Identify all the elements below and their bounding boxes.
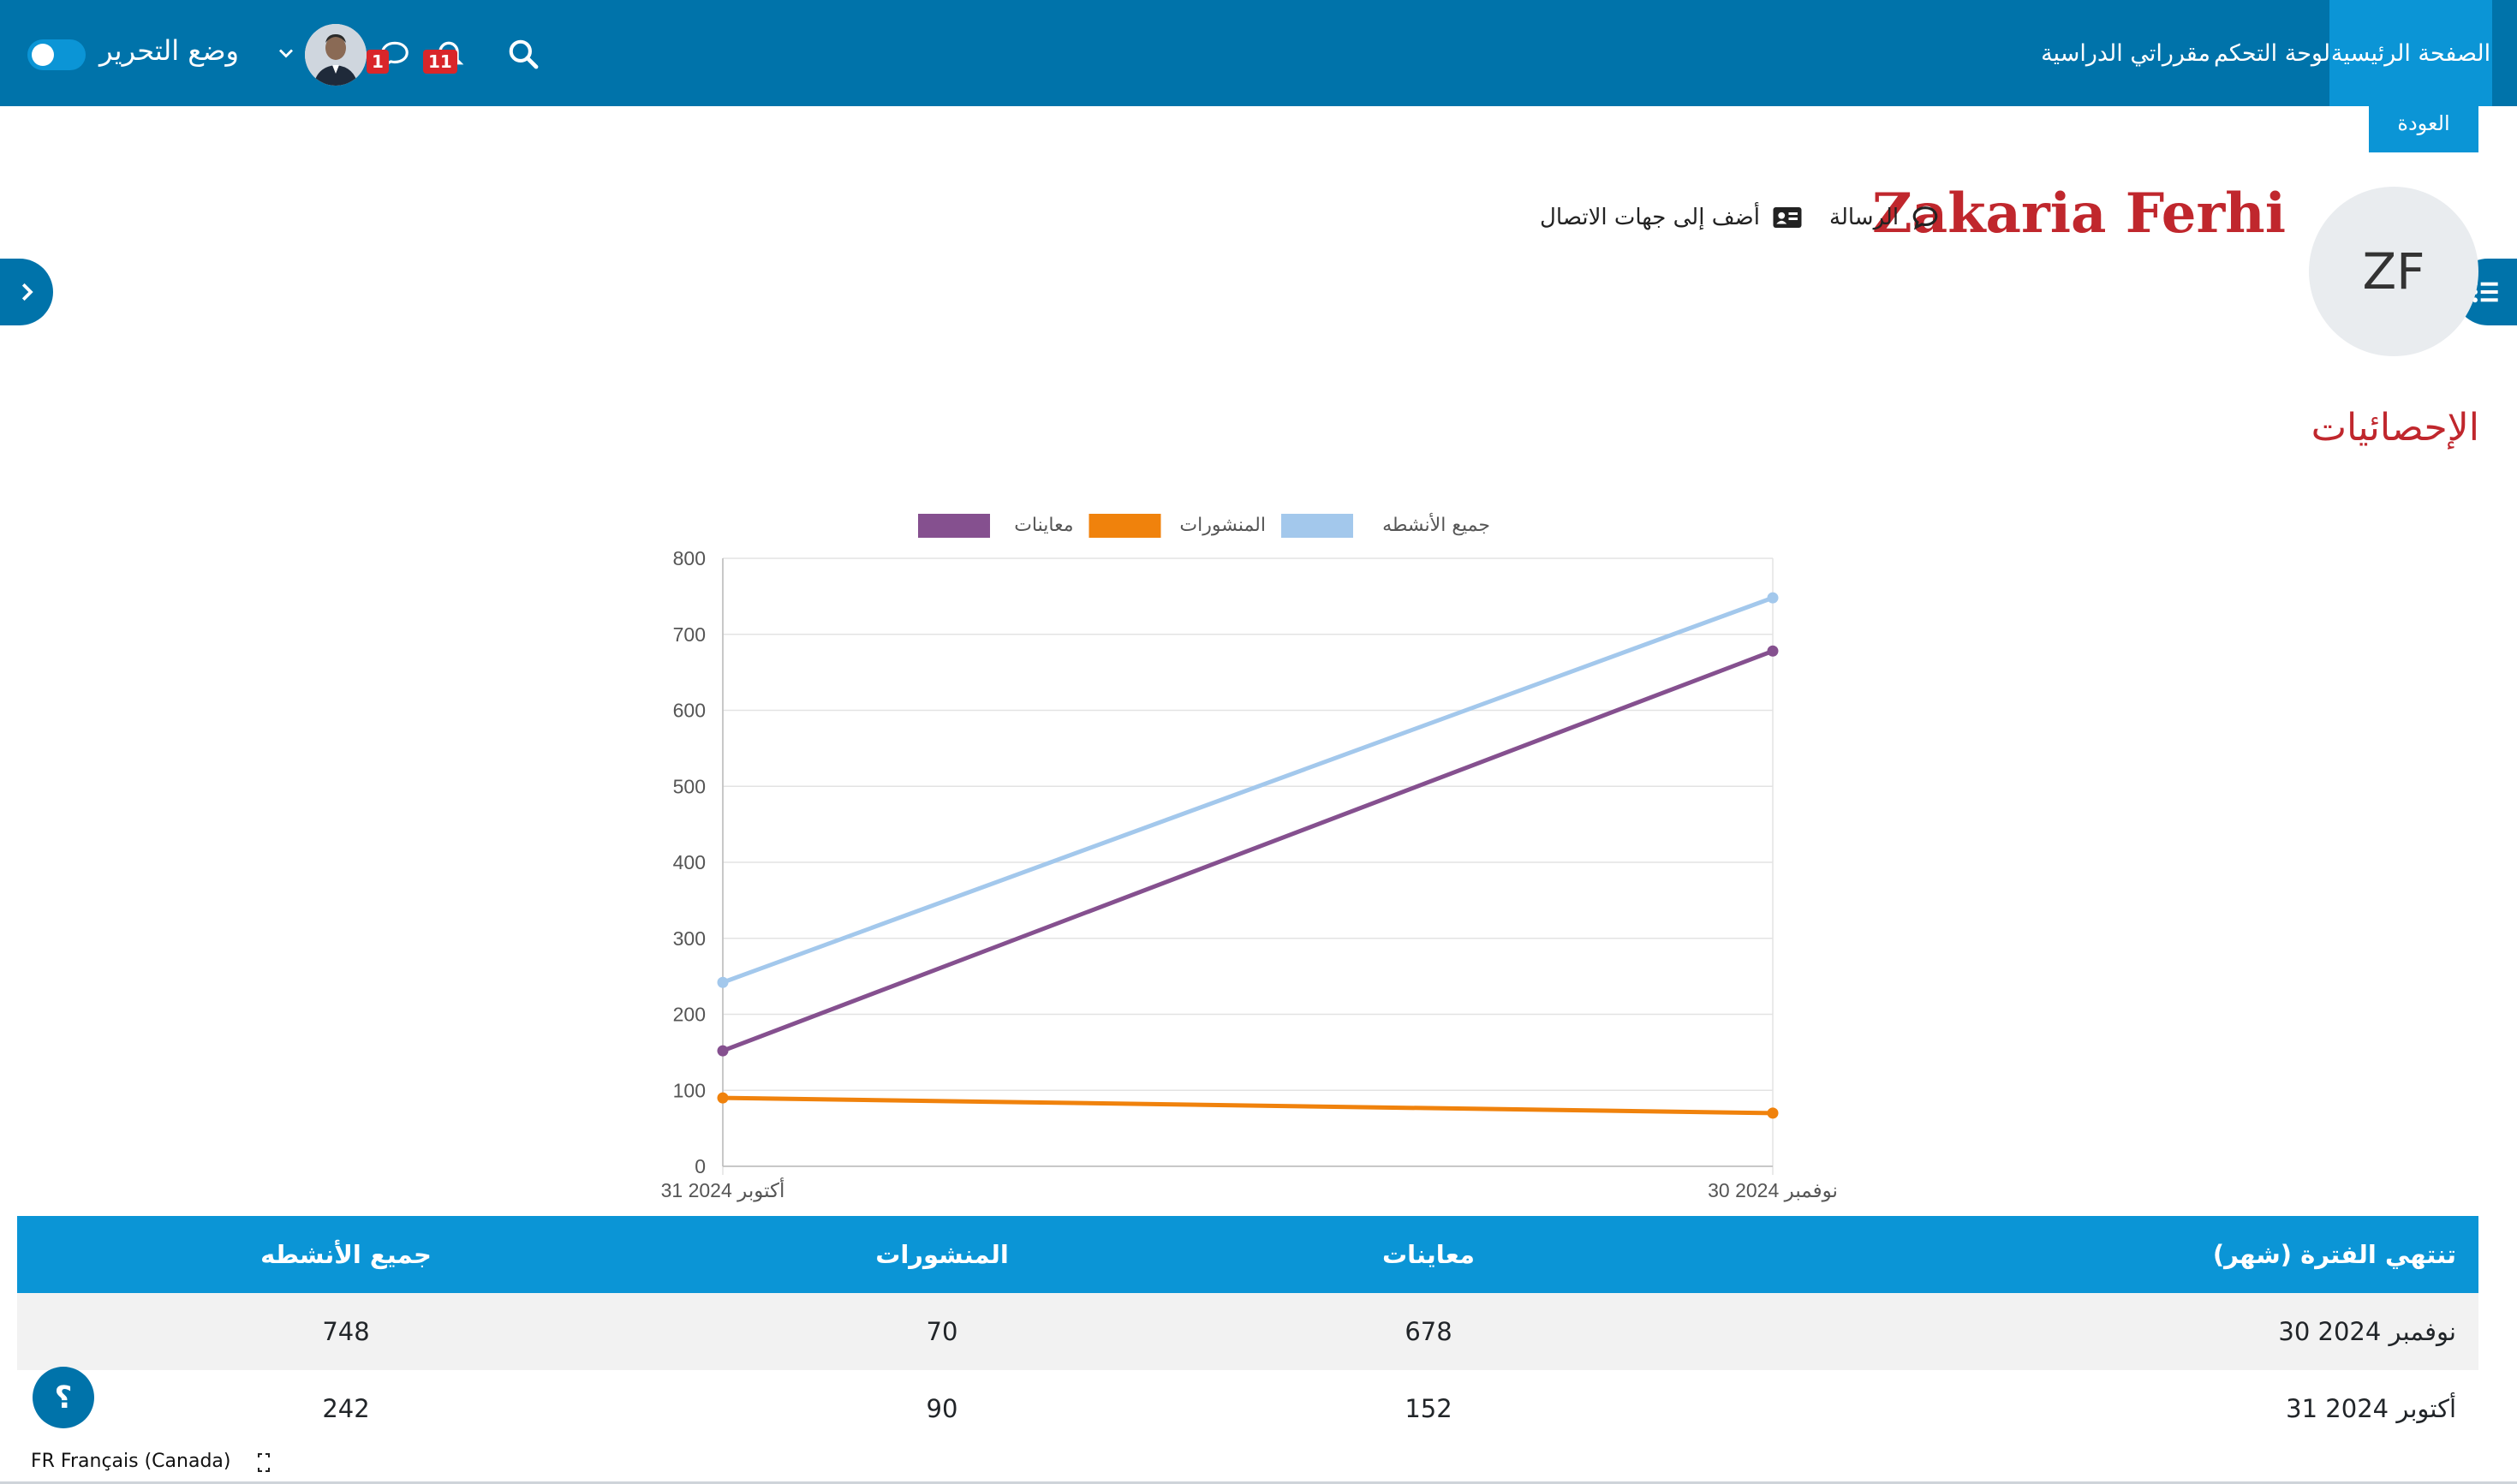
y-tick-label: 600 — [673, 700, 706, 722]
cell-views: 152 — [1405, 1394, 1452, 1423]
nav-dashboard[interactable]: لوحة التحكم — [2213, 39, 2331, 67]
notifications-badge: 11 — [423, 50, 457, 74]
y-tick-label: 500 — [673, 775, 706, 797]
cell-posts: 70 — [926, 1317, 958, 1346]
table-row: 30 نوفمبر 2024 678 70 748 — [17, 1293, 2478, 1370]
y-tick-label: 200 — [673, 1004, 706, 1026]
search-icon[interactable] — [507, 38, 540, 70]
series-line — [722, 1095, 1774, 1116]
messages-badge: 1 — [367, 50, 389, 74]
y-tick-label: 400 — [673, 851, 706, 873]
message-label: الرسالة — [1829, 205, 1900, 230]
x-tick-label: 31 أكتوبر 2024 — [661, 1177, 785, 1202]
language-selector[interactable]: FR Français (Canada) — [31, 1451, 231, 1472]
legend-label: معاينات — [1014, 515, 1073, 536]
statistics-table: تنتهي الفترة (شهر) معاينات المنشورات جمي… — [17, 1216, 2478, 1447]
activity-line-chart: 0 100 200 300 400 500 600 700 800 31 أكتوبر 2024 3… — [661, 513, 1838, 1202]
table-header-row: تنتهي الفترة (شهر) معاينات المنشورات جمي… — [17, 1216, 2478, 1293]
chevron-down-icon[interactable] — [274, 41, 298, 65]
legend-swatch — [918, 514, 990, 538]
statistics-heading: الإحصائيات — [2311, 406, 2479, 450]
add-contact-label: أضف إلى جهات الاتصال — [1540, 205, 1760, 230]
chat-bubble-icon — [1912, 206, 1938, 230]
chevron-right-icon — [21, 283, 33, 301]
header-posts: المنشورات — [875, 1240, 1009, 1269]
back-button[interactable]: العودة — [2369, 94, 2478, 152]
data-point — [717, 1092, 729, 1104]
user-avatar[interactable] — [305, 24, 367, 86]
profile-name: Zakaria Ferhi — [1872, 182, 2286, 246]
cell-views: 678 — [1405, 1317, 1452, 1346]
user-photo-icon — [305, 24, 367, 86]
legend-label: جميع الأنشطه — [1382, 513, 1490, 536]
message-button[interactable]: الرسالة — [1829, 200, 1940, 235]
top-navbar: الصفحة الرئيسية لوحة التحكم مقرراتي الدر… — [0, 0, 2517, 106]
data-point — [717, 1045, 729, 1057]
header-views: معاينات — [1382, 1240, 1475, 1269]
contact-card-icon — [1773, 207, 1802, 228]
header-period: تنتهي الفترة (شهر) — [2212, 1240, 2456, 1269]
data-point — [1767, 592, 1779, 604]
y-tick-label: 100 — [673, 1079, 706, 1101]
y-tick-label: 300 — [673, 927, 706, 950]
cell-posts: 90 — [926, 1394, 958, 1423]
nav-my-courses[interactable]: مقرراتي الدراسية — [2041, 39, 2210, 67]
y-tick-label: 700 — [673, 623, 706, 646]
expand-icon[interactable] — [255, 1451, 272, 1475]
y-tick-label: 0 — [695, 1155, 706, 1177]
edit-mode-toggle[interactable] — [27, 39, 86, 70]
help-button[interactable]: ؟ — [33, 1367, 94, 1428]
header-all-activities: جميع الأنشطه — [260, 1240, 432, 1269]
cell-all-activities: 748 — [322, 1317, 370, 1346]
legend-label: المنشورات — [1179, 515, 1266, 536]
nav-home[interactable]: الصفحة الرئيسية — [2329, 0, 2492, 106]
data-point — [717, 976, 729, 988]
legend-swatch — [1281, 514, 1353, 538]
series-line — [722, 595, 1774, 985]
cell-all-activities: 242 — [322, 1394, 370, 1423]
profile-avatar: ZF — [2309, 187, 2478, 356]
cell-period: 31 أكتوبر 2024 — [2286, 1394, 2456, 1423]
series-line — [722, 648, 1774, 1053]
x-tick-label: 30 نوفمبر 2024 — [1708, 1179, 1838, 1202]
add-contact-button[interactable]: أضف إلى جهات الاتصال — [1540, 200, 1803, 235]
y-tick-label: 800 — [673, 547, 706, 569]
page-bottom-border — [0, 1481, 2517, 1484]
course-index-toggle[interactable] — [0, 259, 53, 325]
data-point — [1767, 1107, 1779, 1119]
cell-period: 30 نوفمبر 2024 — [2278, 1317, 2456, 1346]
data-point — [1767, 645, 1779, 657]
edit-mode-label: وضع التحرير — [99, 34, 239, 67]
legend-swatch — [1089, 514, 1161, 538]
table-row: 31 أكتوبر 2024 152 90 242 — [17, 1370, 2478, 1447]
